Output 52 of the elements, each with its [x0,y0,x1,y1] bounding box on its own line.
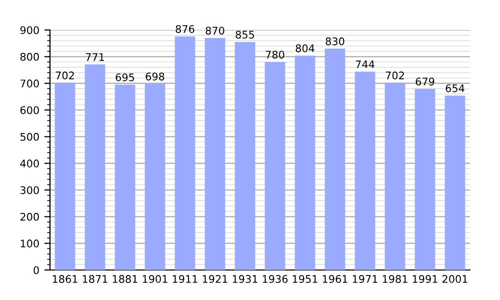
data-label: 771 [86,53,104,61]
data-label: 698 [146,72,164,80]
bar [144,84,166,270]
bar [354,72,376,270]
x-tick-label: 1981 [382,275,408,283]
y-tick-label: 600 [20,106,39,114]
bar [264,62,286,270]
bar [384,82,406,270]
y-tick-label: 0 [34,266,39,274]
y-tick-label: 100 [20,240,39,248]
x-tick-label: 1991 [412,275,438,283]
data-label: 744 [356,60,374,68]
bar [444,96,466,270]
y-tick-label: 500 [20,132,39,141]
y-tick-label: 200 [20,212,39,221]
y-tick-label: 700 [20,80,39,88]
y-tick-label: 900 [20,26,39,34]
bar [324,48,346,270]
bar [84,64,106,270]
bar [204,38,226,270]
data-label: 702 [56,72,74,80]
x-tick-label: 2001 [442,275,468,283]
x-tick-label: 1871 [82,275,108,283]
x-tick-label: 1861 [52,275,78,283]
data-label: 870 [206,26,224,35]
bar [294,56,316,270]
data-label: 876 [176,25,194,33]
data-label: 855 [236,30,254,39]
y-tick-label: 800 [20,52,39,61]
data-label: 780 [266,50,284,59]
y-tick-label: 300 [20,186,39,194]
data-label: 702 [386,72,404,80]
data-label: 804 [296,44,314,52]
bar [234,42,256,270]
data-label: 830 [326,37,344,46]
bar [54,82,76,270]
y-tick-label: 400 [20,160,39,168]
data-label: 679 [416,78,434,86]
x-tick-label: 1961 [322,275,348,283]
x-tick-label: 1936 [262,275,288,283]
data-label: 654 [446,84,464,92]
bar [114,84,136,270]
x-tick-label: 1911 [172,275,198,283]
x-tick-label: 1971 [352,275,378,283]
x-tick-label: 1931 [232,275,258,283]
x-tick-label: 1881 [112,275,138,283]
bar [414,88,436,270]
x-tick-label: 1901 [142,275,168,283]
x-tick-label: 1951 [292,275,318,283]
x-tick-label: 1921 [202,275,228,283]
data-label: 695 [116,73,134,82]
bar [174,36,196,270]
